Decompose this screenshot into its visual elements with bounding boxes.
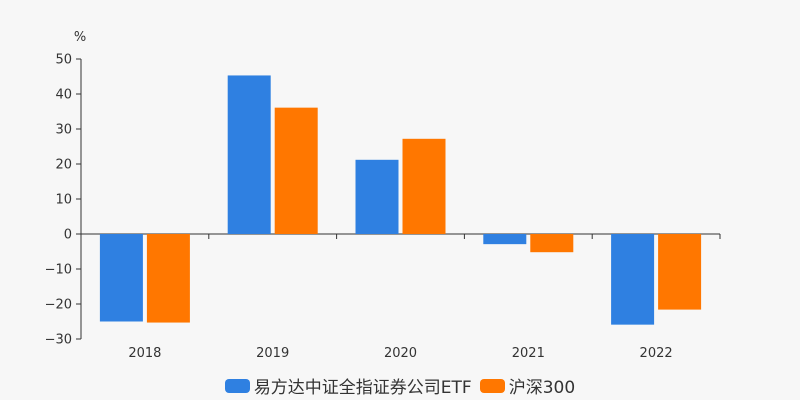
y-tick-label: 30 [55, 123, 72, 138]
legend-swatch-series-1 [479, 378, 505, 393]
y-tick-label: 40 [55, 88, 72, 103]
legend-item-series-0[interactable]: 易方达中证全指证券公司ETF [224, 373, 472, 398]
y-tick-label: −10 [45, 263, 72, 278]
bar-series-0-2021[interactable] [483, 234, 527, 245]
y-unit-label: % [74, 30, 86, 45]
y-tick-label: 20 [55, 158, 72, 173]
bar-series-1-2022[interactable] [658, 234, 702, 310]
bar-series-1-2020[interactable] [402, 138, 446, 234]
legend: 易方达中证全指证券公司ETF 沪深300 [0, 373, 800, 398]
bar-series-1-2019[interactable] [274, 107, 318, 234]
legend-label-series-0: 易方达中证全指证券公司ETF [253, 378, 472, 398]
x-tick-label: 2020 [384, 346, 417, 361]
x-tick-label: 2019 [256, 346, 289, 361]
x-tick-label: 2021 [512, 346, 545, 361]
x-tick-label: 2018 [128, 346, 161, 361]
legend-item-series-1[interactable]: 沪深300 [479, 373, 576, 398]
y-tick-label: −20 [45, 298, 72, 313]
bar-series-0-2019[interactable] [227, 75, 271, 234]
bar-series-1-2021[interactable] [530, 234, 574, 253]
legend-label-series-1: 沪深300 [508, 378, 576, 398]
y-tick-label: 0 [64, 228, 72, 243]
bar-series-0-2022[interactable] [611, 234, 655, 325]
y-tick-label: −30 [45, 333, 72, 348]
bar-series-0-2018[interactable] [99, 234, 143, 322]
y-tick-label: 50 [55, 53, 72, 68]
bar-series-0-2020[interactable] [355, 159, 399, 234]
x-tick-label: 2022 [640, 346, 673, 361]
y-axis: 50 40 30 20 10 0 −10 −20 −30 [45, 53, 82, 348]
y-tick-label: 10 [55, 193, 72, 208]
bars [99, 75, 702, 325]
legend-swatch-series-0 [224, 378, 250, 393]
bar-series-1-2018[interactable] [146, 234, 190, 323]
